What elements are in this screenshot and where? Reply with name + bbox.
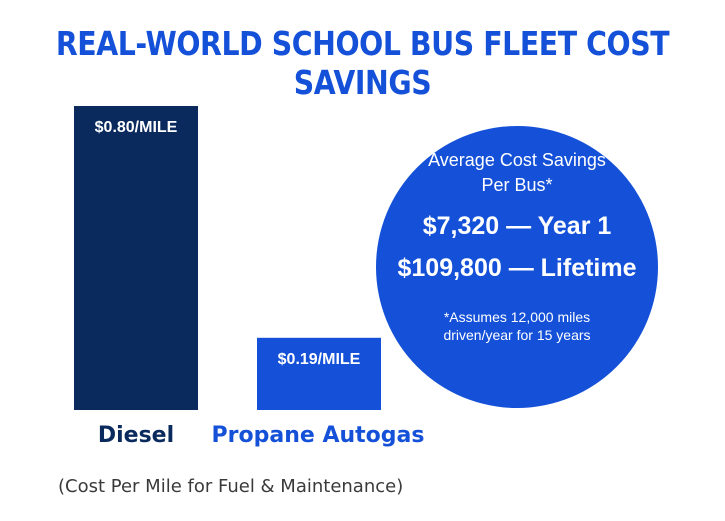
callout-footnote: *Assumes 12,000 miles driven/year for 15… bbox=[416, 308, 618, 344]
year1-savings: $7,320 — Year 1 bbox=[422, 212, 612, 240]
propane-bar bbox=[257, 337, 381, 410]
diesel-bar bbox=[74, 106, 198, 410]
callout-heading: Average Cost Savings Per Bus* bbox=[376, 148, 658, 198]
diesel-category-label: Diesel bbox=[98, 423, 174, 448]
chart-title: REAL-WORLD SCHOOL BUS FLEET COST SAVINGS bbox=[55, 24, 670, 102]
footnote-line1: *Assumes 12,000 miles bbox=[443, 309, 591, 325]
propane-category-label: Propane Autogas bbox=[212, 423, 425, 448]
savings-callout: Average Cost Savings Per Bus* $7,320 — Y… bbox=[376, 126, 658, 408]
chart-caption: (Cost Per Mile for Fuel & Maintenance) bbox=[58, 476, 404, 497]
callout-heading-line2: Per Bus* bbox=[481, 175, 553, 195]
diesel-value-label: $0.80/MILE bbox=[95, 119, 178, 136]
lifetime-savings: $109,800 — Lifetime bbox=[397, 254, 637, 282]
callout-heading-line1: Average Cost Savings bbox=[428, 150, 606, 170]
footnote-line2: driven/year for 15 years bbox=[443, 327, 591, 343]
propane-value-label: $0.19/MILE bbox=[278, 351, 361, 368]
